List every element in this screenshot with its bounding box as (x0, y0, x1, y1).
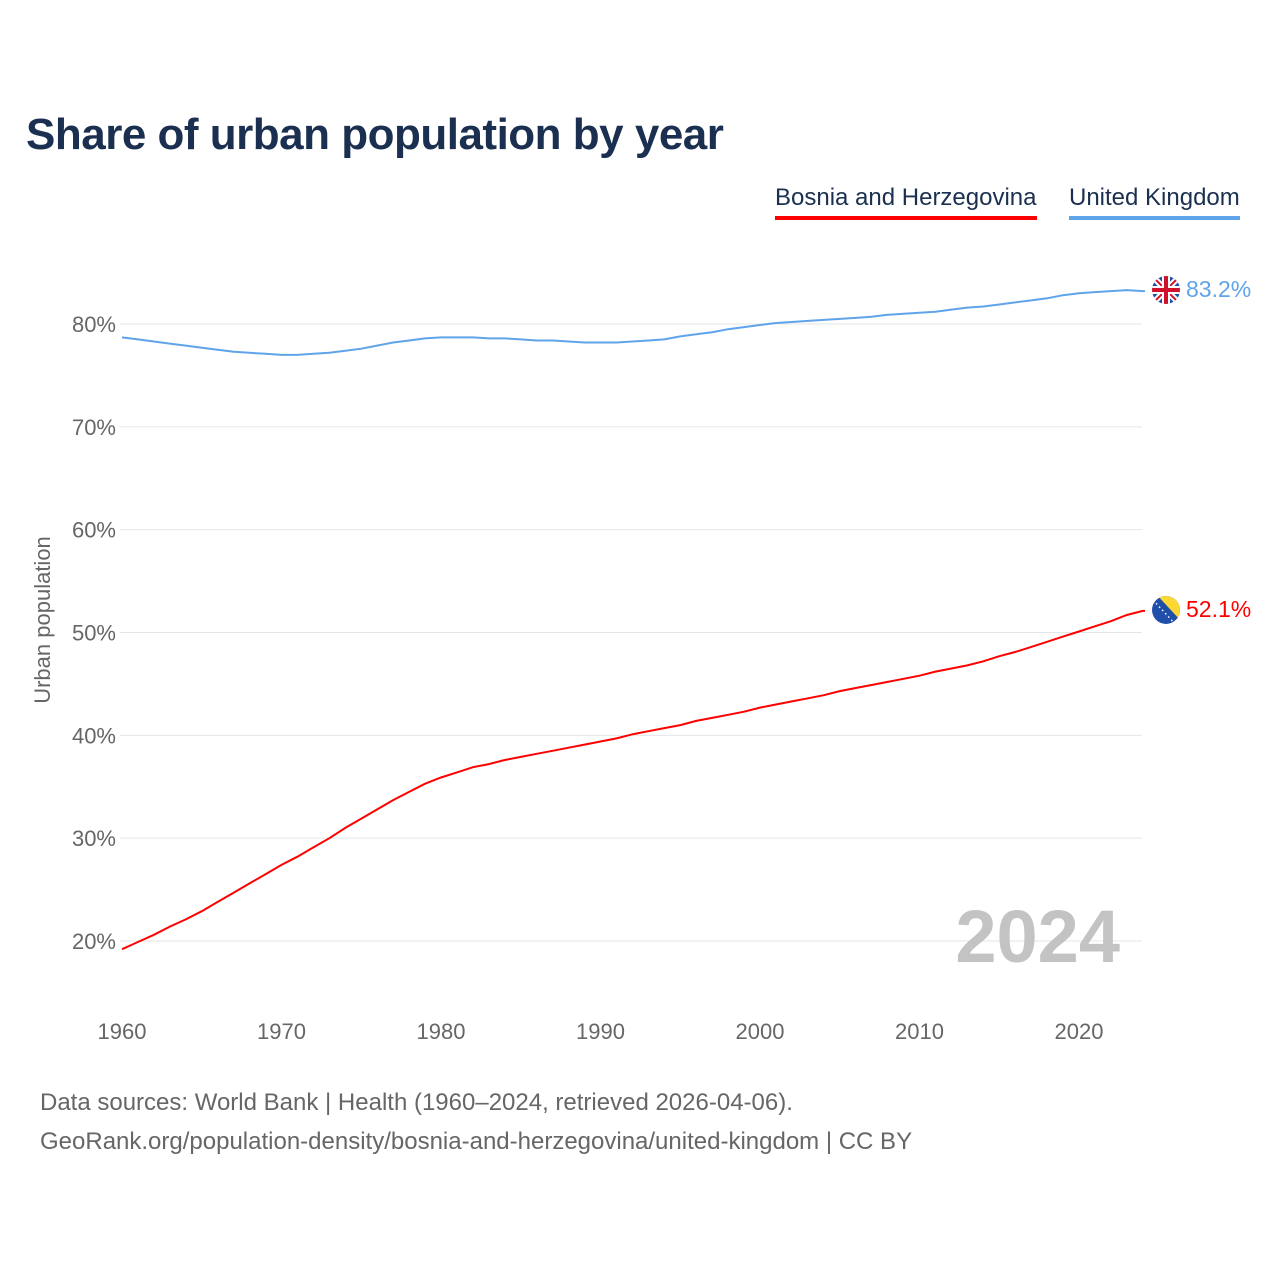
series-line-bosnia (121, 609, 1145, 951)
y-tick-label: 60% (72, 518, 116, 543)
bosnia-flag-icon (1152, 596, 1180, 624)
x-tick-label: 2020 (1055, 1019, 1104, 1044)
x-tick-label: 2010 (895, 1019, 944, 1044)
uk-end-label: 83.2% (1186, 276, 1251, 302)
data-source: Data sources: World Bank | Health (1960–… (40, 1089, 793, 1116)
y-tick-label: 40% (72, 723, 116, 748)
chart-title: Share of urban population by year (26, 110, 724, 159)
x-tick-label: 1990 (576, 1019, 625, 1044)
y-tick-label: 20% (72, 929, 116, 954)
legend-bosnia[interactable]: Bosnia and Herzegovina (775, 184, 1037, 220)
y-axis-label: Urban population (30, 536, 55, 704)
y-tick-label: 80% (72, 312, 116, 337)
y-tick-label: 70% (72, 415, 116, 440)
source-link[interactable]: GeoRank.org/population-density/bosnia-an… (40, 1128, 913, 1155)
x-tick-label: 2000 (736, 1019, 785, 1044)
y-tick-label: 50% (72, 621, 116, 646)
x-tick-label: 1980 (417, 1019, 466, 1044)
uk-flag-icon (1152, 276, 1180, 304)
x-tick-label: 1960 (98, 1019, 147, 1044)
year-watermark: 2024 (955, 895, 1120, 978)
legend-united-kingdom[interactable]: United Kingdom (1069, 184, 1240, 220)
y-tick-label: 30% (72, 826, 116, 851)
series-line-united-kingdom (121, 289, 1145, 356)
x-tick-label: 1970 (257, 1019, 306, 1044)
bosnia-end-label: 52.1% (1186, 596, 1251, 622)
